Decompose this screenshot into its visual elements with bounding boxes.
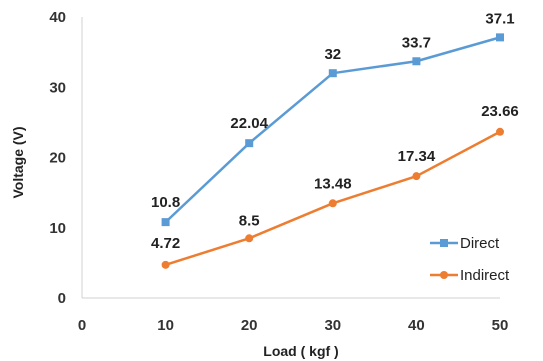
data-label: 10.8 <box>151 194 180 211</box>
axes <box>81 17 500 299</box>
series-layer: 10.8 22.04 32 33.7 37.1 4.72 8.5 13.48 17.34 23.6… <box>151 10 519 269</box>
data-label: 23.66 <box>481 103 519 120</box>
x-tick-label: 10 <box>157 317 174 334</box>
y-tick-label: 0 <box>58 290 66 307</box>
series-line <box>165 130 501 267</box>
data-label: 22.04 <box>230 115 268 132</box>
legend-item-indirect: Indirect <box>430 267 510 284</box>
data-point <box>245 234 254 243</box>
data-point <box>412 57 421 66</box>
data-label: 17.34 <box>398 148 436 165</box>
series-line <box>164 36 501 224</box>
data-point <box>161 260 170 269</box>
data-point <box>328 69 337 78</box>
x-tick-label: 50 <box>492 317 509 334</box>
legend: Direct Indirect <box>430 235 510 284</box>
data-point <box>496 33 504 42</box>
data-label: 37.1 <box>485 10 514 27</box>
data-point <box>496 127 504 136</box>
legend-item-direct: Direct <box>430 235 500 252</box>
x-tick-label: 0 <box>78 317 86 334</box>
y-tick-label: 10 <box>49 220 66 237</box>
legend-label: Indirect <box>460 267 510 284</box>
series-direct: 10.8 22.04 32 33.7 37.1 <box>151 10 515 227</box>
legend-label: Direct <box>460 235 500 252</box>
legend-marker <box>440 271 448 279</box>
x-axis-title: Load ( kgf ) <box>263 343 338 359</box>
legend-marker <box>440 239 448 247</box>
data-label: 32 <box>324 46 341 63</box>
series-indirect: 4.72 8.5 13.48 17.34 23.66 <box>151 103 519 269</box>
y-axis-title: Voltage (V) <box>10 126 26 198</box>
y-tick-label: 40 <box>49 9 66 26</box>
data-label: 33.7 <box>402 34 431 51</box>
x-tick-label: 20 <box>241 317 258 334</box>
data-label: 13.48 <box>314 175 352 192</box>
x-tick-label: 40 <box>408 317 425 334</box>
data-point <box>245 139 254 148</box>
data-label: 8.5 <box>239 212 260 229</box>
data-label: 4.72 <box>151 235 180 252</box>
data-point <box>412 172 421 181</box>
data-point <box>328 199 337 208</box>
x-tick-labels: 0 10 20 30 40 50 <box>78 317 509 334</box>
x-tick-label: 30 <box>324 317 341 334</box>
y-tick-label: 20 <box>49 150 66 167</box>
data-point <box>161 218 170 227</box>
y-tick-label: 30 <box>49 79 66 96</box>
y-tick-labels: 0 10 20 30 40 <box>49 9 66 307</box>
